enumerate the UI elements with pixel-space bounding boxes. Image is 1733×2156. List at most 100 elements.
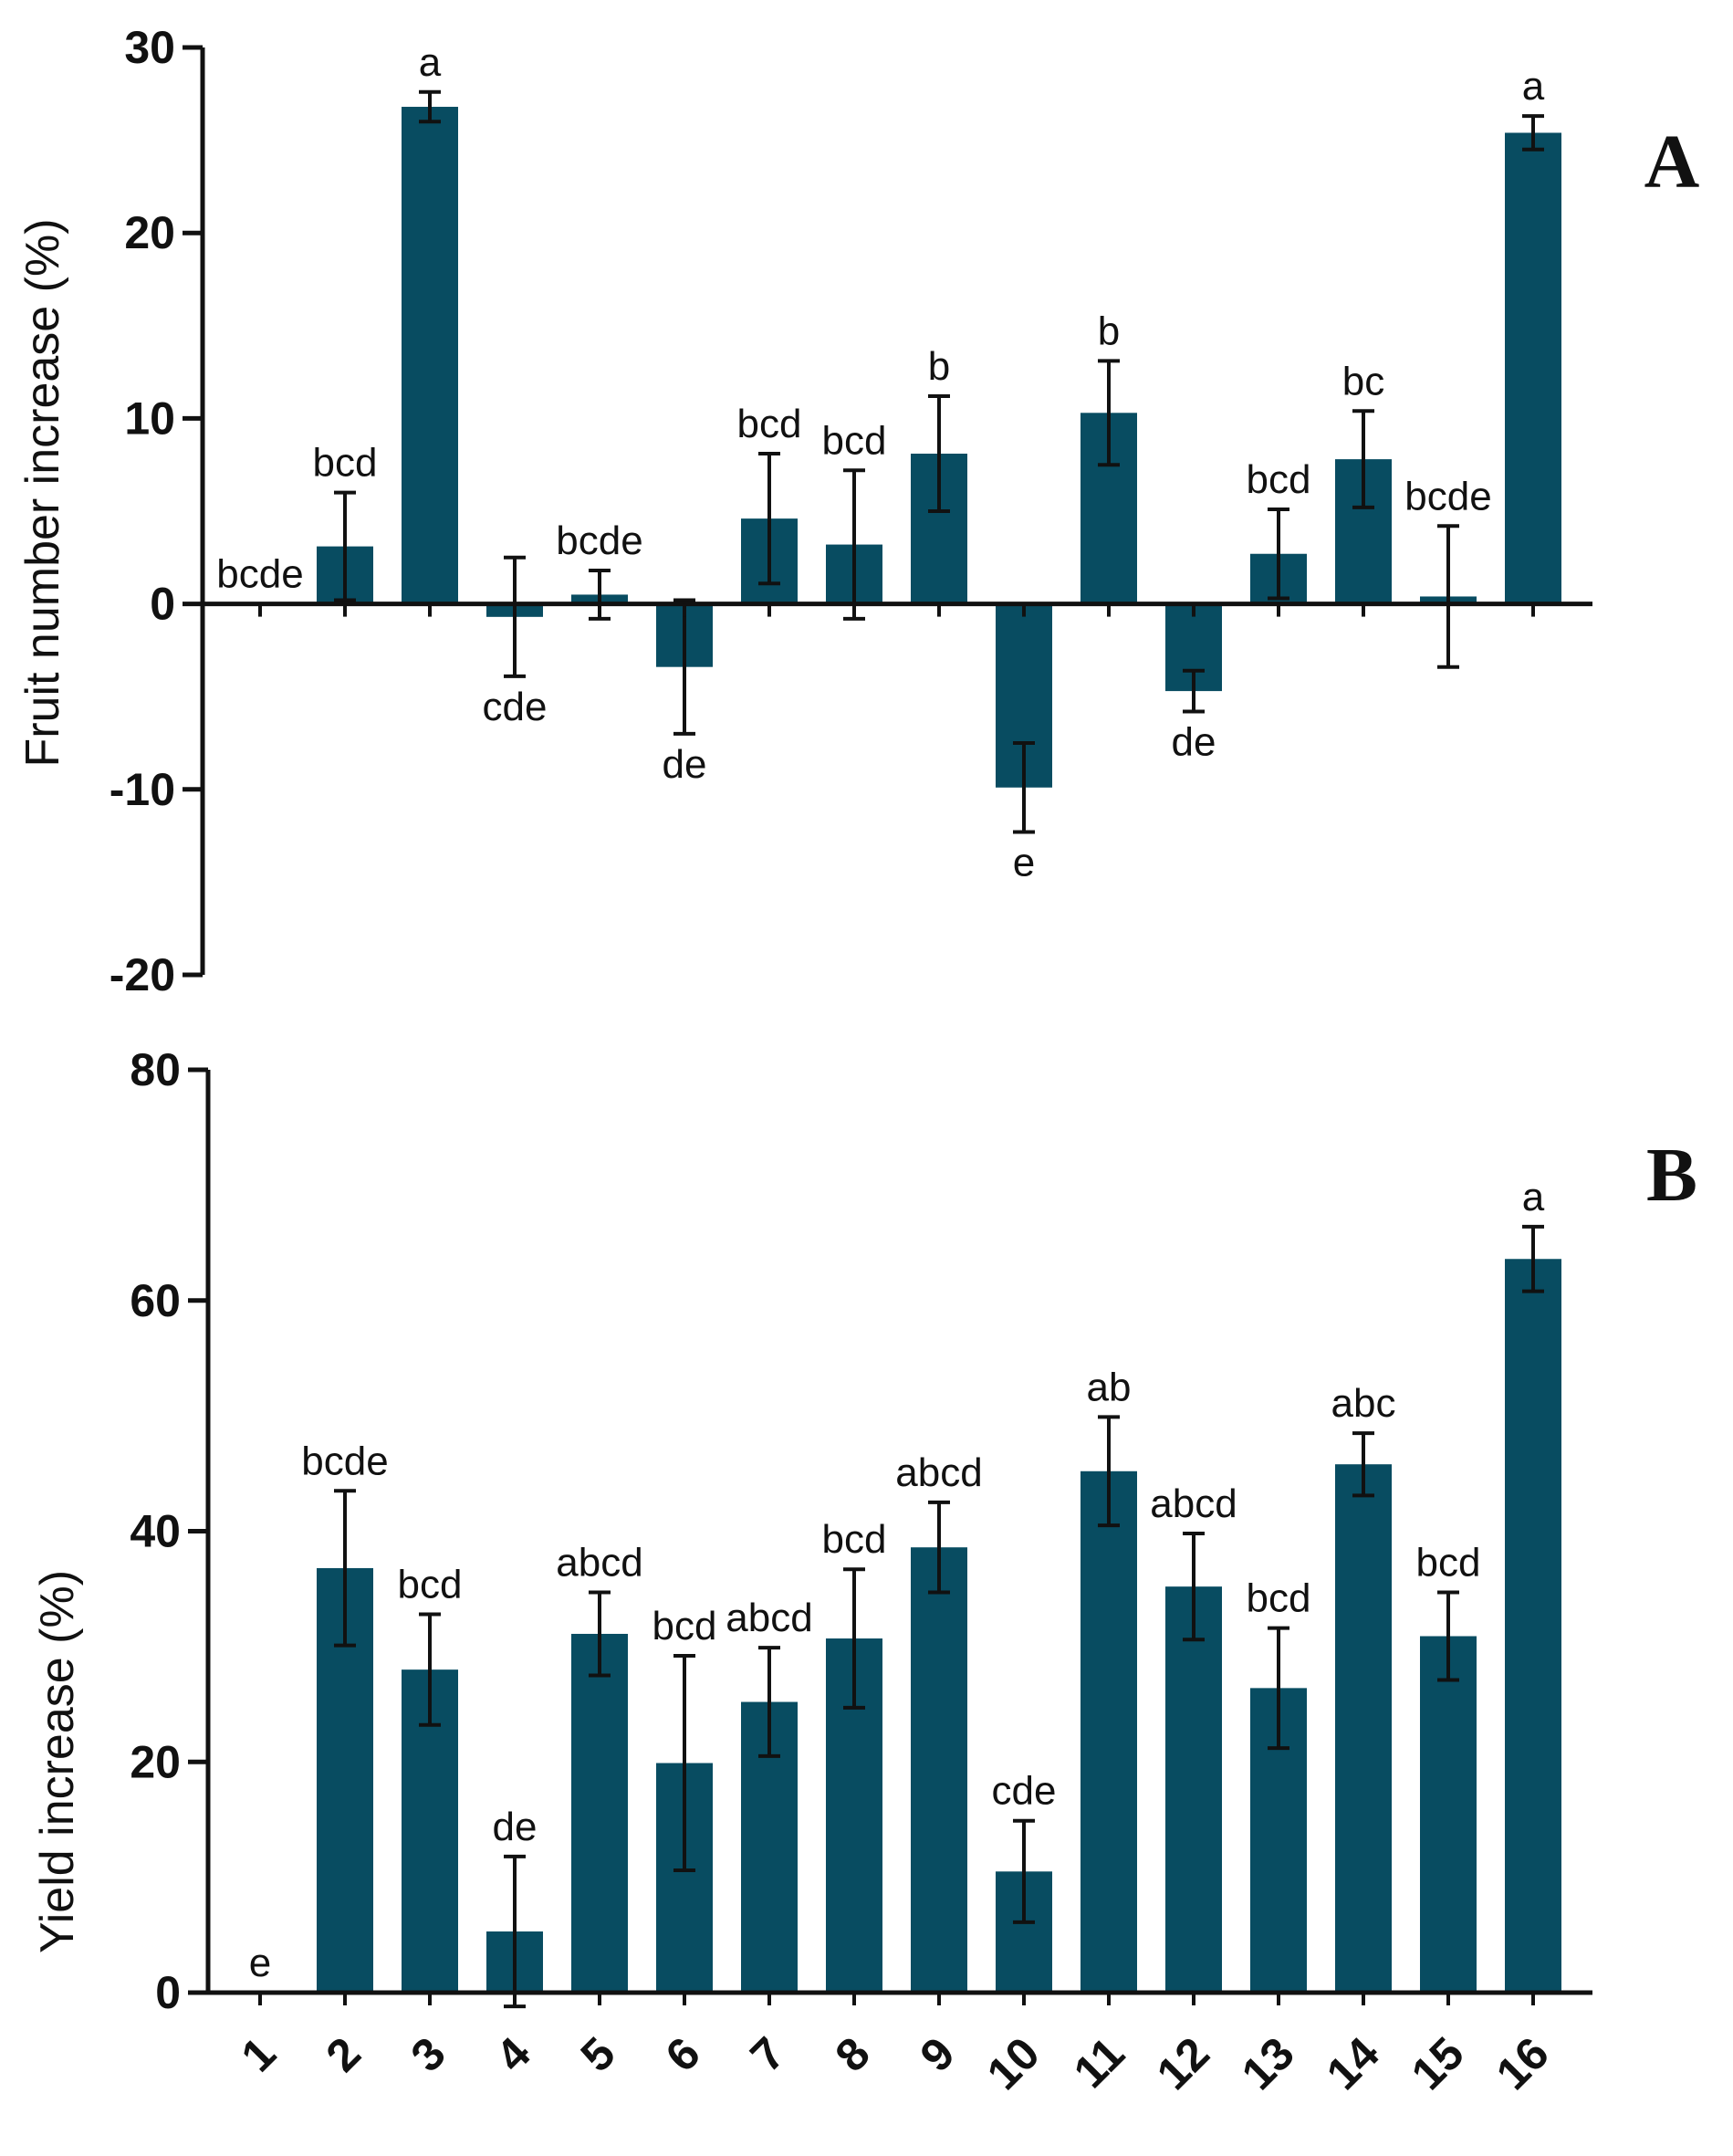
panel-a-error-bar-4: [504, 555, 526, 678]
panel-a-error-bar-6: [673, 598, 695, 736]
panel-a-error-bar-12: [1183, 668, 1205, 714]
panel-b-significance-label-14: abc: [1331, 1381, 1396, 1426]
panel-b-significance-label-1: e: [249, 1941, 271, 1985]
panel-a-significance-label-9: b: [928, 344, 950, 389]
panel-a-significance-label-12: de: [1172, 719, 1216, 764]
panel-b-bar-15: [1420, 1636, 1477, 1993]
panel-b-x-tick-label-1: 1: [232, 2027, 286, 2081]
panel-b-x-tick-label-14: 14: [1317, 2027, 1389, 2099]
panel-b-error-bar-14: [1352, 1431, 1374, 1498]
panel-b-error-bar-15: [1437, 1590, 1459, 1682]
panel-a-error-bar-3: [419, 89, 441, 124]
panel-a-error-bar-7: [758, 452, 780, 586]
panel-b-bar-9: [911, 1547, 967, 1993]
panel-b-x-tick-label-5: 5: [571, 2027, 625, 2081]
panel-b-error-bar-3: [419, 1612, 441, 1727]
panel-a-significance-label-5: bcde: [556, 518, 642, 563]
panel-b-significance-label-8: bcd: [822, 1517, 887, 1562]
panel-b-error-bar-4: [504, 1854, 526, 2009]
panel-a-bar-16: [1505, 132, 1561, 604]
panel-b-significance-label-9: abcd: [895, 1450, 982, 1495]
panel-b-bar-12: [1165, 1586, 1222, 1993]
panel-b-x-tick-label-8: 8: [826, 2027, 880, 2081]
panel-b-y-axis-title: Yield increase (%): [31, 1570, 84, 1953]
panel-a-error-bar-15: [1437, 524, 1459, 669]
panel-b-x-tick-label-10: 10: [977, 2027, 1049, 2099]
panel-b-significance-label-10: cde: [992, 1769, 1057, 1814]
panel-b-x-tick-label-2: 2: [317, 2027, 371, 2081]
panel-b-error-bar-13: [1268, 1626, 1289, 1751]
panel-a-error-bar-9: [928, 394, 950, 513]
panel-a-error-bar-11: [1098, 359, 1120, 467]
panel-b-error-bar-2: [334, 1489, 356, 1648]
panel-a-y-tick-label: 10: [124, 392, 175, 444]
panel-a-error-bar-10: [1013, 741, 1035, 834]
panel-b-significance-label-11: ab: [1087, 1365, 1132, 1409]
panel-b-bar-16: [1505, 1259, 1561, 1993]
panel-b-significance-label-4: de: [493, 1805, 538, 1849]
panel-a-y-tick-label: -10: [110, 764, 175, 815]
panel-b-y-tick-label: 60: [130, 1275, 181, 1326]
panel-a-significance-label-3: a: [419, 40, 442, 85]
panel-a-y-tick-label: 30: [124, 22, 175, 73]
panel-b-x-tick-label-15: 15: [1402, 2027, 1474, 2099]
panel-b-error-bar-7: [758, 1646, 780, 1758]
panel-b-error-bar-11: [1098, 1415, 1120, 1528]
panel-b-bar-14: [1335, 1464, 1392, 1993]
panel-b-significance-label-2: bcde: [301, 1439, 388, 1483]
panel-b-significance-label-16: a: [1522, 1175, 1545, 1219]
panel-a-y-tick-label: -20: [110, 949, 175, 1000]
panel-a-error-bar-14: [1352, 409, 1374, 509]
panel-b-chart: Yield increase (%) B 0 20 40 60 80 e bcde bcd de…: [31, 1044, 1697, 2099]
panel-a-significance-label-11: b: [1098, 309, 1120, 353]
panel-b-y-tick-label: 40: [130, 1506, 181, 1557]
panel-b-error-bar-5: [589, 1590, 611, 1678]
panel-b-significance-label-3: bcd: [398, 1562, 463, 1607]
panel-b-significance-label-13: bcd: [1247, 1576, 1311, 1621]
panel-b-x-tick-label-7: 7: [741, 2027, 795, 2081]
panel-a-significance-label-15: bcde: [1404, 474, 1491, 518]
panel-a-significance-label-8: bcd: [822, 418, 887, 463]
panel-b-y-tick-label: 0: [155, 1967, 181, 2018]
panel-b-x-tick-label-16: 16: [1487, 2027, 1559, 2099]
panel-b-error-bar-6: [673, 1653, 695, 1873]
panel-b-bar-5: [571, 1633, 628, 1993]
panel-a-error-bar-2: [334, 490, 356, 602]
panel-b-x-tick-label-9: 9: [911, 2027, 965, 2081]
panel-b-x-tick-label-13: 13: [1232, 2027, 1304, 2099]
panel-b-label: B: [1646, 1133, 1697, 1218]
panel-a-significance-label-6: de: [663, 742, 707, 787]
panel-a-error-bar-16: [1522, 114, 1544, 152]
panel-a-significance-label-10: e: [1013, 841, 1035, 885]
panel-b-significance-label-5: abcd: [556, 1540, 642, 1585]
panel-a-error-bar-8: [843, 468, 865, 621]
panel-b-x-tick-label-3: 3: [402, 2027, 455, 2081]
panel-b-y-tick-label: 80: [130, 1044, 181, 1095]
panel-b-x-tick-label-4: 4: [486, 2027, 540, 2081]
panel-a-y-axis-title: Fruit number increase (%): [16, 218, 69, 767]
panel-b-bar-11: [1081, 1470, 1137, 1993]
panel-b-error-bar-16: [1522, 1224, 1544, 1293]
panel-a-bar-3: [402, 107, 458, 604]
panel-b-significance-label-12: abcd: [1150, 1481, 1237, 1526]
panel-b-x-tick-label-6: 6: [656, 2027, 710, 2081]
panel-a-significance-label-7: bcd: [737, 402, 802, 446]
panel-a-significance-label-1: bcde: [216, 552, 303, 597]
panel-b-significance-label-7: abcd: [726, 1596, 812, 1640]
panel-a-y-tick-label: 20: [124, 207, 175, 258]
panel-a-chart: Fruit number increase (%) A -20 -10 0 10 20 3…: [16, 22, 1700, 1000]
panel-a-error-bar-13: [1268, 507, 1289, 601]
panel-b-error-bar-9: [928, 1500, 950, 1595]
panel-a-significance-label-16: a: [1522, 64, 1545, 109]
panel-a-label: A: [1644, 120, 1700, 204]
panel-b-x-tick-label-11: 11: [1064, 2027, 1134, 2098]
panel-b-error-bar-12: [1183, 1532, 1205, 1642]
panel-b-significance-label-6: bcd: [652, 1604, 717, 1648]
panel-a-y-tick-label: 0: [150, 579, 175, 630]
panel-a-significance-label-2: bcd: [313, 441, 378, 486]
panel-b-error-bar-10: [1013, 1818, 1035, 1924]
panel-a-significance-label-14: bc: [1342, 359, 1384, 403]
panel-b-error-bar-8: [843, 1567, 865, 1710]
panel-b-x-tick-label-12: 12: [1147, 2027, 1219, 2099]
